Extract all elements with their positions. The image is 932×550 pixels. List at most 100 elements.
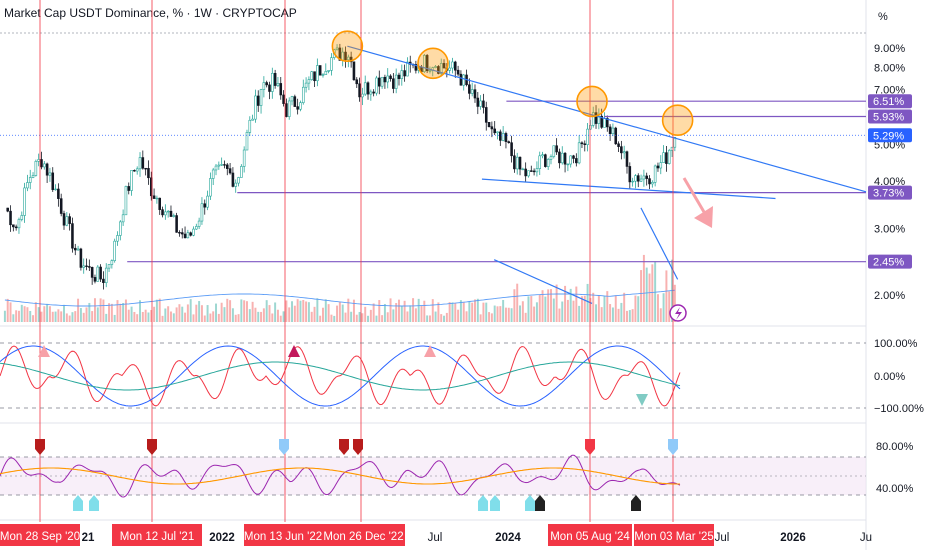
- volume-bar: [220, 302, 223, 322]
- candle: [496, 131, 499, 134]
- price-tag-label: 6.51%: [873, 96, 904, 108]
- resistance-trendline[interactable]: [347, 45, 867, 193]
- candle: [166, 210, 170, 213]
- time-tick-label: 2024: [495, 532, 521, 544]
- candle: [651, 182, 654, 185]
- volume-bar: [648, 273, 651, 322]
- candle: [138, 157, 142, 170]
- candle: [14, 226, 18, 229]
- volume-bar: [113, 314, 116, 322]
- osc2-tick-label: 40.00%: [876, 483, 914, 495]
- candle: [510, 142, 513, 157]
- volume-trendline[interactable]: [493, 259, 593, 304]
- volume-bar: [172, 313, 175, 322]
- volume-bar: [192, 314, 195, 322]
- price-tag[interactable]: [868, 94, 912, 109]
- candle: [144, 167, 147, 170]
- event-label-box[interactable]: [112, 524, 202, 546]
- volume-bar: [51, 311, 54, 322]
- volume-bar: [620, 302, 623, 322]
- volume-bar: [426, 315, 429, 322]
- volume-bar: [60, 311, 63, 322]
- candle: [43, 163, 46, 168]
- candle: [456, 69, 460, 75]
- volume-bar: [175, 307, 178, 322]
- volume-bar: [285, 300, 288, 322]
- volume-bar: [237, 314, 240, 322]
- lightning-icon[interactable]: [669, 304, 687, 322]
- time-axis[interactable]: Mon 28 Sep '20 Mon 12 Jul '21 Mon 13 Jun '…: [0, 524, 872, 546]
- volume-bar: [614, 295, 617, 322]
- candle: [389, 75, 392, 80]
- volume-bar: [465, 311, 468, 322]
- event-label-box[interactable]: [0, 524, 80, 546]
- time-tick-label: Ju: [860, 532, 872, 544]
- volume-bar: [437, 302, 440, 322]
- candle: [608, 126, 612, 135]
- volume-bar: [586, 283, 589, 322]
- volume-bar: [575, 286, 578, 322]
- volume-bar: [57, 309, 60, 322]
- price-tag[interactable]: [868, 254, 912, 269]
- volume-bar: [499, 306, 502, 322]
- volume-bar: [26, 307, 29, 322]
- volume-bar: [459, 300, 462, 322]
- signal-up-icon: [38, 345, 50, 357]
- volume-bar: [476, 298, 479, 322]
- candle: [645, 175, 648, 179]
- volume-bar: [600, 307, 603, 322]
- volume-bar: [656, 294, 659, 322]
- event-label: Mon 13 Jun '22: [244, 531, 322, 543]
- volume-bar: [355, 314, 358, 322]
- candle: [6, 207, 9, 212]
- volume-bar: [502, 299, 505, 322]
- volume-bar: [504, 307, 507, 322]
- volume-bar: [9, 302, 12, 322]
- price-axis[interactable]: 9.00%8.00%7.00%6.00%5.00%4.00%3.00%2.00%: [874, 43, 905, 302]
- volume-bar: [276, 309, 279, 322]
- candle: [377, 77, 381, 87]
- horizontal-levels: [0, 100, 866, 263]
- event-label-box[interactable]: [548, 524, 632, 546]
- volume-bar: [279, 315, 282, 322]
- volume-bar: [490, 313, 493, 322]
- volume-bar: [389, 298, 392, 322]
- candle: [583, 143, 587, 145]
- support-trendline[interactable]: [481, 178, 776, 200]
- volume-bar: [23, 306, 26, 322]
- candle: [653, 165, 657, 183]
- volume-bar: [580, 296, 583, 322]
- volume-bar: [510, 308, 513, 322]
- volume-bar: [296, 299, 299, 322]
- price-tag[interactable]: [868, 185, 912, 200]
- volume-bar: [251, 301, 254, 322]
- volume-bar: [457, 309, 460, 322]
- volume-bar: [645, 267, 648, 322]
- price-tag[interactable]: [868, 109, 912, 124]
- volume-bar: [147, 312, 150, 322]
- price-tag[interactable]: [868, 128, 912, 143]
- volume-bar: [20, 304, 23, 322]
- volume-bar: [313, 306, 316, 322]
- candle: [620, 146, 623, 154]
- event-label-box[interactable]: [634, 524, 714, 546]
- event-label-box[interactable]: [322, 524, 405, 546]
- candle: [158, 197, 162, 210]
- candle: [54, 188, 57, 191]
- event-label-box[interactable]: [244, 524, 322, 546]
- candle: [262, 82, 266, 90]
- volume-trendline-2[interactable]: [640, 207, 679, 280]
- touch-circle: [576, 85, 608, 118]
- candle: [40, 159, 43, 168]
- volume-bar: [597, 295, 600, 322]
- volume-bar: [186, 304, 189, 322]
- candle: [541, 154, 544, 157]
- candle: [394, 74, 398, 89]
- event-label: Mon 28 Sep '20: [0, 531, 80, 543]
- candle: [254, 95, 257, 120]
- candle: [141, 157, 145, 169]
- volume-bar: [91, 311, 94, 322]
- volume-bar: [533, 306, 536, 322]
- candle: [546, 159, 550, 167]
